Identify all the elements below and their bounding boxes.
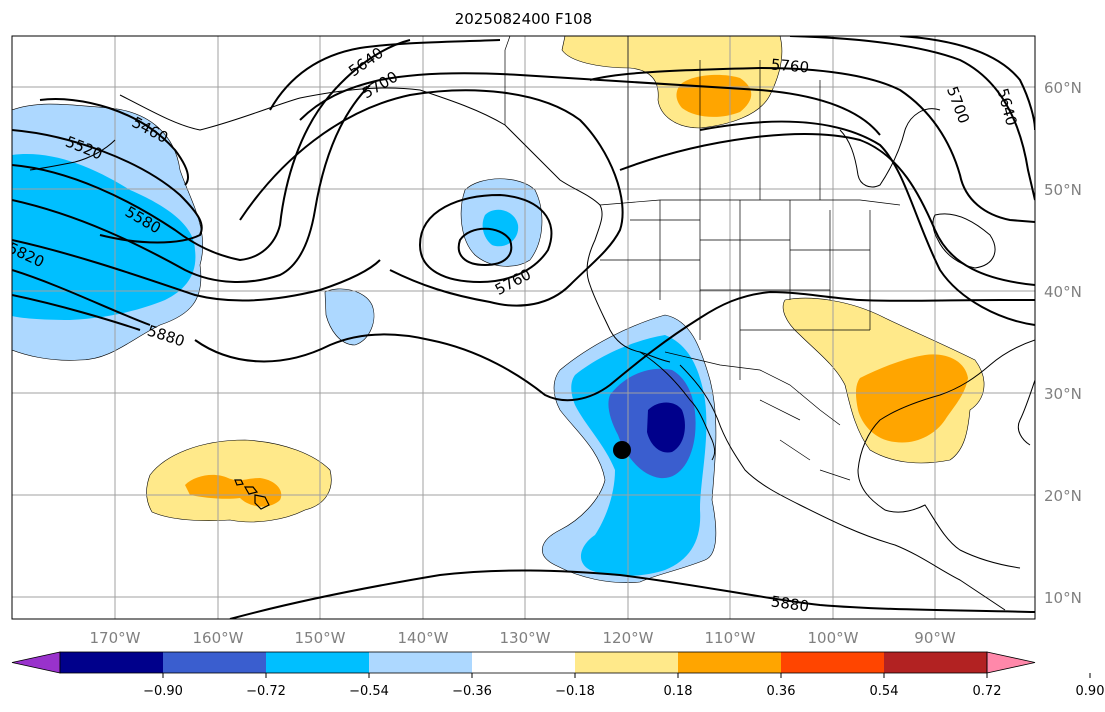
lon-label: 160°W (193, 629, 244, 647)
coast-hudson (839, 108, 941, 188)
anomaly-shading (12, 36, 985, 583)
contour-label-5760-north: 5760 (770, 55, 810, 76)
contour-5460 (39, 98, 189, 186)
contour-5820 (12, 269, 151, 326)
contour-ne-2 (899, 36, 1035, 131)
contour-5880-s (229, 569, 1035, 619)
border-states (600, 200, 871, 380)
border-us-mexico (664, 351, 841, 426)
coast-baja (639, 351, 716, 461)
coast-mexico-west (679, 364, 1006, 611)
colorbar-segment (575, 652, 679, 673)
contour-low-outer (418, 193, 553, 284)
lat-label: 20°N (1044, 487, 1082, 505)
colorbar-segment (472, 652, 576, 673)
lon-label: 100°W (808, 629, 859, 647)
contour-5700-w (12, 239, 381, 302)
colorbar-tick-label: −0.54 (349, 684, 389, 699)
lon-label: 140°W (398, 629, 449, 647)
contour-ridge (239, 89, 624, 307)
shade-gulf-mid (855, 354, 968, 443)
border-mexico-states (759, 399, 851, 481)
contour-label-5880-south: 5880 (770, 592, 810, 615)
colorbar-segment (781, 652, 885, 673)
shade-canada-mid (676, 74, 752, 117)
map-frame (11, 35, 1036, 620)
colorbar: −0.90 −0.72 −0.54 −0.36 −0.18 0.18 0.36 0.54 0.7… (11, 651, 1105, 699)
contour-5640-w (12, 84, 371, 283)
latitude-labels: 60°N 50°N 40°N 30°N 20°N 10°N (1044, 79, 1082, 607)
coast-aleutians (29, 139, 116, 171)
contour-5580 (12, 39, 411, 262)
contour-5640-nw (269, 39, 501, 111)
colorbar-tick-label: −0.36 (452, 684, 492, 699)
location-marker (613, 441, 631, 459)
lat-label: 30°N (1044, 385, 1082, 403)
shade-low-mid (482, 209, 519, 247)
lon-label: 170°W (90, 629, 141, 647)
colorbar-frame (59, 651, 988, 674)
height-contours (12, 36, 1035, 619)
contour-ne-1 (789, 36, 1035, 201)
lat-label: 40°N (1044, 283, 1082, 301)
colorbar-segment (678, 652, 782, 673)
shade-baja-darkest (647, 402, 685, 453)
political-borders (504, 36, 901, 481)
colorbar-segment (369, 652, 473, 673)
contour-ne-4 (699, 120, 1035, 326)
lon-label: 130°W (500, 629, 551, 647)
colorbar-segment (266, 652, 370, 673)
colorbar-tick-label: 0.18 (664, 684, 693, 699)
map-plot-area: 5460 5520 5580 5820 5880 5640 5700 5760 … (12, 36, 1035, 619)
coastlines (29, 87, 1035, 611)
lat-label: 10°N (1044, 589, 1082, 607)
coast-hawaii (234, 479, 270, 510)
lat-label: 60°N (1044, 79, 1082, 97)
colorbar-segment (163, 652, 267, 673)
colorbar-segment (60, 652, 164, 673)
colorbar-extend-high (986, 651, 1036, 674)
lon-label: 110°W (705, 629, 756, 647)
border-alaska-canada (504, 36, 511, 125)
longitude-labels: 170°W 160°W 150°W 140°W 130°W 120°W 110°… (90, 629, 956, 647)
contour-5760-n (589, 66, 1035, 223)
map-title: 2025082400 F108 (454, 10, 593, 28)
contour-5700-nw (299, 72, 881, 136)
colorbar-extend-low (11, 651, 61, 674)
contour-low-inner (457, 227, 513, 267)
contour-5520 (12, 129, 203, 244)
lon-label: 120°W (603, 629, 654, 647)
coast-gulf (857, 339, 1035, 569)
shade-npac-mid (12, 154, 196, 320)
contour-5880-w (12, 290, 1035, 402)
coast-florida (1017, 379, 1035, 446)
lon-label: 150°W (295, 629, 346, 647)
lon-label: 90°W (914, 629, 956, 647)
lat-label: 50°N (1044, 181, 1082, 199)
colorbar-tick-label: 0.72 (973, 684, 1002, 699)
colorbar-tick-label: 0.90 (1076, 684, 1105, 699)
colorbar-tick-label: −0.90 (143, 684, 183, 699)
colorbar-segment (884, 652, 988, 673)
colorbar-tick-label: −0.18 (555, 684, 595, 699)
shade-hawaii-mid (185, 474, 282, 507)
colorbar-tick-label: 0.54 (870, 684, 899, 699)
colorbar-tick-label: −0.72 (246, 684, 286, 699)
coast-great-lakes (932, 213, 996, 269)
colorbar-tick-label: 0.36 (767, 684, 796, 699)
